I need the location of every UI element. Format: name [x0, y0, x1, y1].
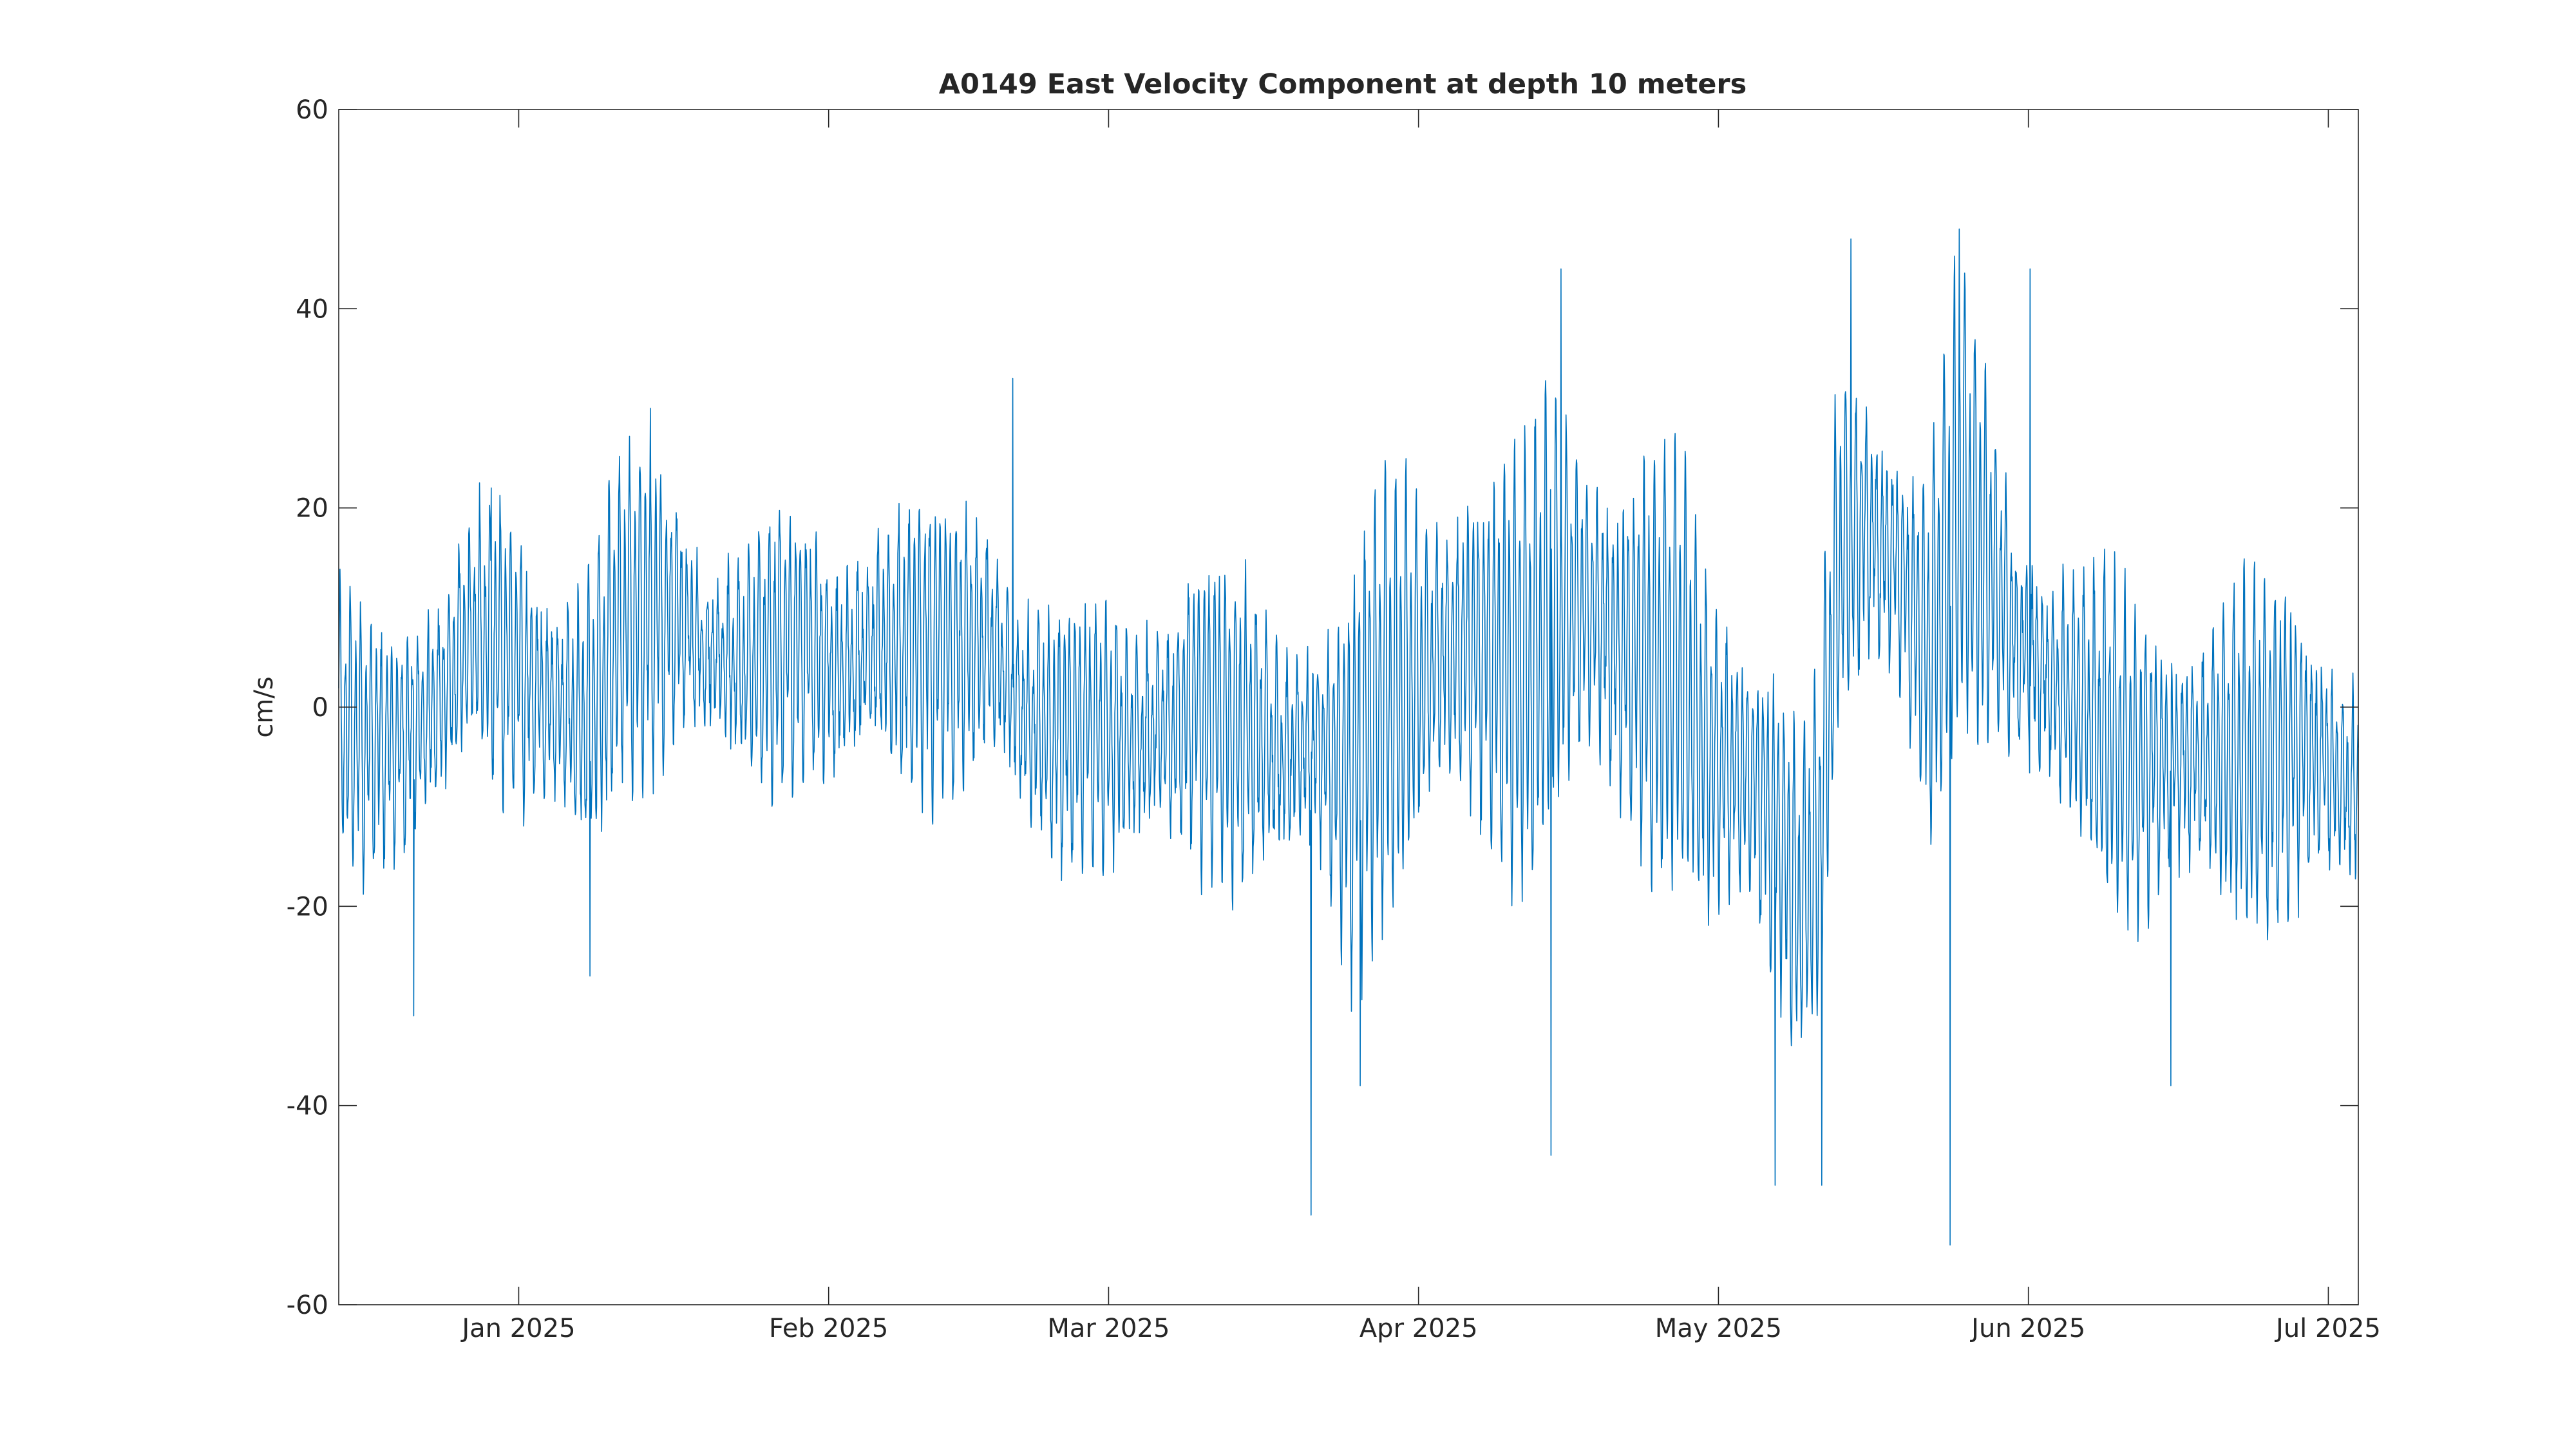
x-tick-label: Jul 2025 [2274, 1314, 2381, 1343]
data-series [338, 228, 2359, 1245]
y-tick-label: -60 [287, 1291, 328, 1320]
x-tick-label: Jan 2025 [460, 1314, 575, 1343]
x-tick-label: Feb 2025 [769, 1314, 888, 1343]
y-tick-label: 0 [312, 693, 328, 723]
y-tick-label: -20 [287, 892, 328, 922]
x-axis: Jan 2025 Feb 2025 Mar 2025 Apr 2025 May 2025… [460, 109, 2381, 1343]
series-line [338, 228, 2359, 1245]
y-axis: -60 -40 -20 0 20 40 60 [287, 95, 2358, 1320]
x-tick-label: Apr 2025 [1359, 1314, 1478, 1343]
x-tick-label: Mar 2025 [1047, 1314, 1170, 1343]
plot-area [339, 109, 2358, 1305]
y-tick-label: 60 [296, 95, 328, 125]
x-tick-label: Jun 2025 [1969, 1314, 2085, 1343]
axes-box [338, 109, 2359, 1305]
y-tick-label: 20 [296, 494, 328, 524]
x-tick-label: May 2025 [1655, 1314, 1782, 1343]
chart-title: A0149 East Velocity Component at depth 1… [939, 68, 1747, 100]
y-tick-label: 40 [296, 294, 328, 324]
y-tick-label: -40 [287, 1092, 328, 1121]
y-axis-label: cm/s [249, 676, 279, 737]
